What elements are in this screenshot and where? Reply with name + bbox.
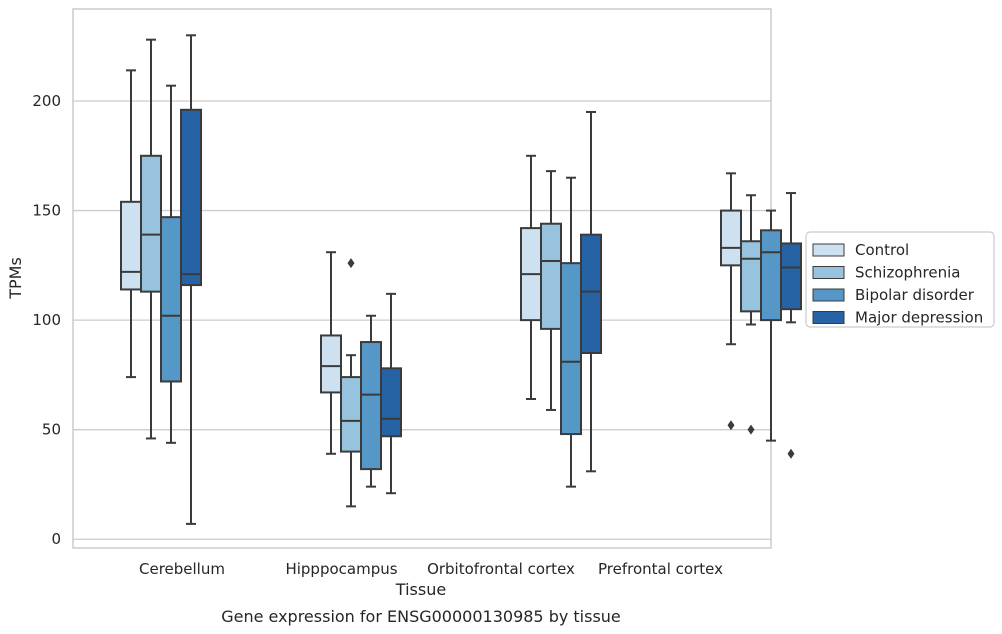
x-tick-label: Orbitofrontal cortex — [427, 560, 575, 578]
box-series — [120, 34, 802, 525]
y-axis-label: TPMs — [6, 257, 25, 300]
box-iqr — [180, 108, 202, 287]
box-control-cerebellum — [120, 69, 142, 379]
legend-frame — [805, 231, 995, 328]
y-tick-label: 200 — [32, 92, 61, 110]
legend-label: Schizophrenia — [855, 264, 960, 282]
box-control-prefrontal-cortex — [720, 172, 742, 431]
box-iqr — [160, 216, 182, 383]
outlier-point — [747, 424, 755, 435]
box-iqr — [340, 376, 362, 453]
box-major-depression-prefrontal-cortex — [780, 192, 802, 459]
legend-label: Major depression — [855, 309, 983, 327]
box-iqr — [320, 334, 342, 394]
legend-swatch — [812, 311, 845, 324]
box-bipolar-disorder-orbitofrontal-cortex — [560, 176, 582, 488]
box-iqr — [560, 262, 582, 436]
y-axis-ticks: 0 50 100 150 200 — [32, 92, 61, 548]
box-schizophrenia-orbitofrontal-cortex — [540, 170, 562, 411]
legend-swatch — [812, 243, 845, 257]
x-tick-label: Hipppocampus — [285, 560, 397, 578]
figure-caption: Gene expression for ENSG00000130985 by t… — [221, 607, 621, 626]
box-iqr — [760, 229, 782, 322]
box-bipolar-disorder-cerebellum — [160, 84, 182, 444]
box-control-orbitofrontal-cortex — [520, 154, 542, 401]
x-tick-label: Cerebellum — [139, 560, 225, 578]
y-tick-label: 150 — [32, 202, 61, 220]
box-iqr — [780, 242, 802, 311]
y-tick-label: 100 — [32, 311, 61, 329]
legend-swatch — [812, 266, 845, 279]
box-iqr — [720, 209, 742, 267]
legend-label: Control — [855, 241, 909, 259]
box-schizophrenia-prefrontal-cortex — [740, 194, 762, 435]
legend: Control Schizophrenia Bipolar disorder Majo… — [805, 231, 995, 328]
box-iqr — [580, 233, 602, 354]
box-schizophrenia-hipppocampus — [340, 258, 362, 508]
y-tick-label: 0 — [51, 530, 61, 548]
x-axis-ticks: Cerebellum Hipppocampus Orbitofrontal cort… — [139, 560, 723, 578]
box-iqr — [540, 222, 562, 330]
legend-swatch — [812, 288, 845, 302]
box-major-depression-hipppocampus — [380, 292, 402, 495]
box-bipolar-disorder-hipppocampus — [360, 314, 382, 488]
box-major-depression-orbitofrontal-cortex — [580, 110, 602, 473]
box-iqr — [380, 367, 402, 438]
outlier-point — [727, 420, 735, 431]
box-bipolar-disorder-prefrontal-cortex — [760, 209, 782, 442]
box-iqr — [140, 154, 162, 293]
box-major-depression-cerebellum — [180, 34, 202, 525]
box-control-hipppocampus — [320, 251, 342, 455]
box-iqr — [120, 200, 142, 291]
box-iqr — [740, 240, 762, 313]
outlier-point — [347, 258, 355, 269]
outlier-point — [787, 448, 795, 459]
box-schizophrenia-cerebellum — [140, 38, 162, 440]
x-tick-label: Prefrontal cortex — [598, 560, 723, 578]
y-tick-label: 50 — [42, 421, 61, 439]
x-axis-label: Tissue — [395, 580, 446, 599]
box-iqr — [360, 341, 382, 471]
legend-label: Bipolar disorder — [855, 286, 975, 304]
